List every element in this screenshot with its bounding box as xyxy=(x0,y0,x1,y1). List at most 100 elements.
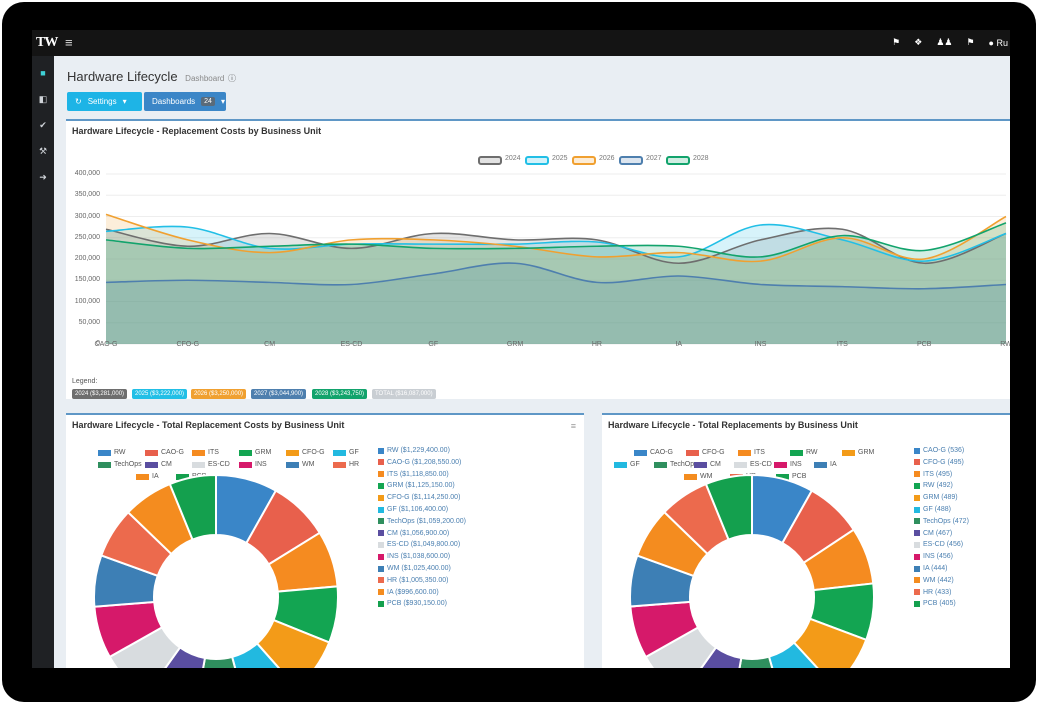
hamburger-icon[interactable]: ≡ xyxy=(65,35,73,50)
users-icon[interactable]: ♟♟ xyxy=(936,37,953,47)
list-swatch xyxy=(914,577,920,584)
legend-swatch xyxy=(686,449,699,456)
flag-icon[interactable]: ⚑ xyxy=(966,37,975,47)
list-item: CFO-G ($1,114,250.00) xyxy=(378,494,460,501)
series-line-2028[interactable] xyxy=(105,222,1007,258)
list-item: GRM ($1,125,150.00) xyxy=(378,482,455,489)
legend-swatch xyxy=(684,473,697,480)
legend-swatch xyxy=(145,449,158,456)
refresh-icon: ↻ xyxy=(75,97,82,106)
legend-text: TechOps xyxy=(670,461,698,468)
list-item: HR (433) xyxy=(914,589,951,596)
chevron-down-icon: ▾ xyxy=(220,97,225,106)
legend-swatch xyxy=(333,461,346,468)
dashboards-button[interactable]: Dashboards 24 ▾ xyxy=(144,92,226,111)
donut-slice-TechOps[interactable] xyxy=(731,655,786,668)
list-text: ITS (495) xyxy=(923,470,953,478)
list-swatch xyxy=(378,553,384,560)
donut-slice-GF[interactable] xyxy=(767,641,835,668)
legend-swatch-2026 xyxy=(572,156,596,165)
panel-menu-icon[interactable]: ≡ xyxy=(570,421,576,431)
legend-text: CM xyxy=(161,461,172,468)
logout-icon[interactable]: ➜ xyxy=(39,172,47,182)
total-chip: 2027 ($3,044,900) xyxy=(251,389,307,399)
list-item: IA (444) xyxy=(914,565,948,572)
list-text: PCB (405) xyxy=(923,600,956,608)
list-text: HR ($1,005,350.00) xyxy=(387,576,449,584)
legend-item-WM: WM xyxy=(684,473,712,480)
donut-slice-GF[interactable] xyxy=(230,642,297,668)
list-item: CAO-G (536) xyxy=(914,447,964,454)
settings-label: Settings xyxy=(87,97,117,106)
app-logo[interactable]: TW xyxy=(36,35,58,50)
legend-text: HR xyxy=(349,461,360,468)
legend-label-2027: 2027 xyxy=(646,155,662,162)
y-tick-label: 300,000 xyxy=(74,212,100,220)
donut-slice-CM[interactable] xyxy=(681,646,743,668)
legend-swatch xyxy=(734,461,747,468)
list-item: WM (442) xyxy=(914,577,954,584)
legend-text: PCB xyxy=(792,473,807,480)
settings-button[interactable]: ↻ Settings ▾ xyxy=(67,92,142,111)
user-menu[interactable]: ● Ru xyxy=(988,37,1008,48)
legend-text: ES-CD xyxy=(208,461,230,468)
legend-text: INS xyxy=(790,461,802,468)
y-tick-label: 0 xyxy=(96,340,100,347)
legend-swatch xyxy=(614,461,627,468)
legend-label-2024: 2024 xyxy=(505,155,521,162)
legend-text: CM xyxy=(710,461,721,468)
x-tick-label: GRM xyxy=(506,341,524,348)
legend-swatch xyxy=(145,461,158,468)
donut-slice-PCB[interactable] xyxy=(704,473,753,541)
legend-swatch xyxy=(136,473,149,480)
list-text: HR (433) xyxy=(923,588,952,596)
documents-icon[interactable]: ◧ xyxy=(38,94,48,104)
list-swatch xyxy=(378,530,384,537)
legend-item-GRM: GRM xyxy=(239,449,271,456)
series-line-2024[interactable] xyxy=(105,227,1007,265)
list-text: ES-CD (456) xyxy=(923,541,964,549)
legend-item-CM: CM xyxy=(694,461,721,468)
x-tick-label: PCB xyxy=(916,341,932,348)
chevron-down-icon: ▾ xyxy=(122,97,127,106)
legend-swatch xyxy=(738,449,751,456)
legend-text: IA xyxy=(152,473,159,480)
wrench-icon[interactable]: ⚒ xyxy=(38,146,48,156)
y-tick-label: 100,000 xyxy=(74,297,100,305)
list-swatch xyxy=(378,600,384,607)
main-content: Hardware Lifecycle Dashboard ⓘ ↻ Setting… xyxy=(54,56,1010,668)
donut-slice-CM[interactable] xyxy=(145,646,207,668)
list-text: CAO-G ($1,208,550.00) xyxy=(387,458,462,466)
list-text: CFO-G ($1,114,250.00) xyxy=(387,494,461,502)
legend-item-RW: RW xyxy=(790,449,818,456)
donut-slice-GRM[interactable] xyxy=(792,617,868,668)
list-text: TechOps (472) xyxy=(923,517,969,525)
legend-item-TechOps: TechOps xyxy=(98,461,142,468)
x-tick-label: RW xyxy=(1000,341,1010,348)
list-text: PCB ($930,150.00) xyxy=(387,600,447,608)
home-icon[interactable]: ⚑ xyxy=(892,37,901,47)
legend-text: GF xyxy=(349,449,359,456)
dashboard-icon[interactable]: ■ xyxy=(40,68,46,78)
donut-slice-CFO-G[interactable] xyxy=(255,618,331,668)
donut-slice-TechOps[interactable] xyxy=(194,655,247,668)
page-title-text: Hardware Lifecycle xyxy=(67,69,178,84)
list-text: CM (467) xyxy=(923,529,953,537)
help-icon[interactable]: ❖ xyxy=(914,37,923,47)
series-line-2026[interactable] xyxy=(105,213,1007,263)
list-text: CFO-G (495) xyxy=(923,458,964,466)
list-text: WM ($1,025,400.00) xyxy=(387,565,451,572)
count-donut-chart xyxy=(629,473,875,668)
legend-text: ES-CD xyxy=(750,461,772,468)
list-item: HR ($1,005,350.00) xyxy=(378,577,448,584)
info-icon[interactable]: ⓘ xyxy=(227,74,236,83)
y-tick-label: 50,000 xyxy=(78,318,100,326)
donut-slice-PCB[interactable] xyxy=(168,473,217,541)
legend-swatch xyxy=(286,461,299,468)
legend-swatch xyxy=(98,449,111,456)
legend-item-INS: INS xyxy=(239,461,267,468)
list-text: CAO-G (536) xyxy=(923,447,965,454)
series-line-2027[interactable] xyxy=(105,262,1007,290)
total-chip: 2024 ($3,281,000) xyxy=(72,389,128,399)
check-icon[interactable]: ✔ xyxy=(39,120,47,130)
